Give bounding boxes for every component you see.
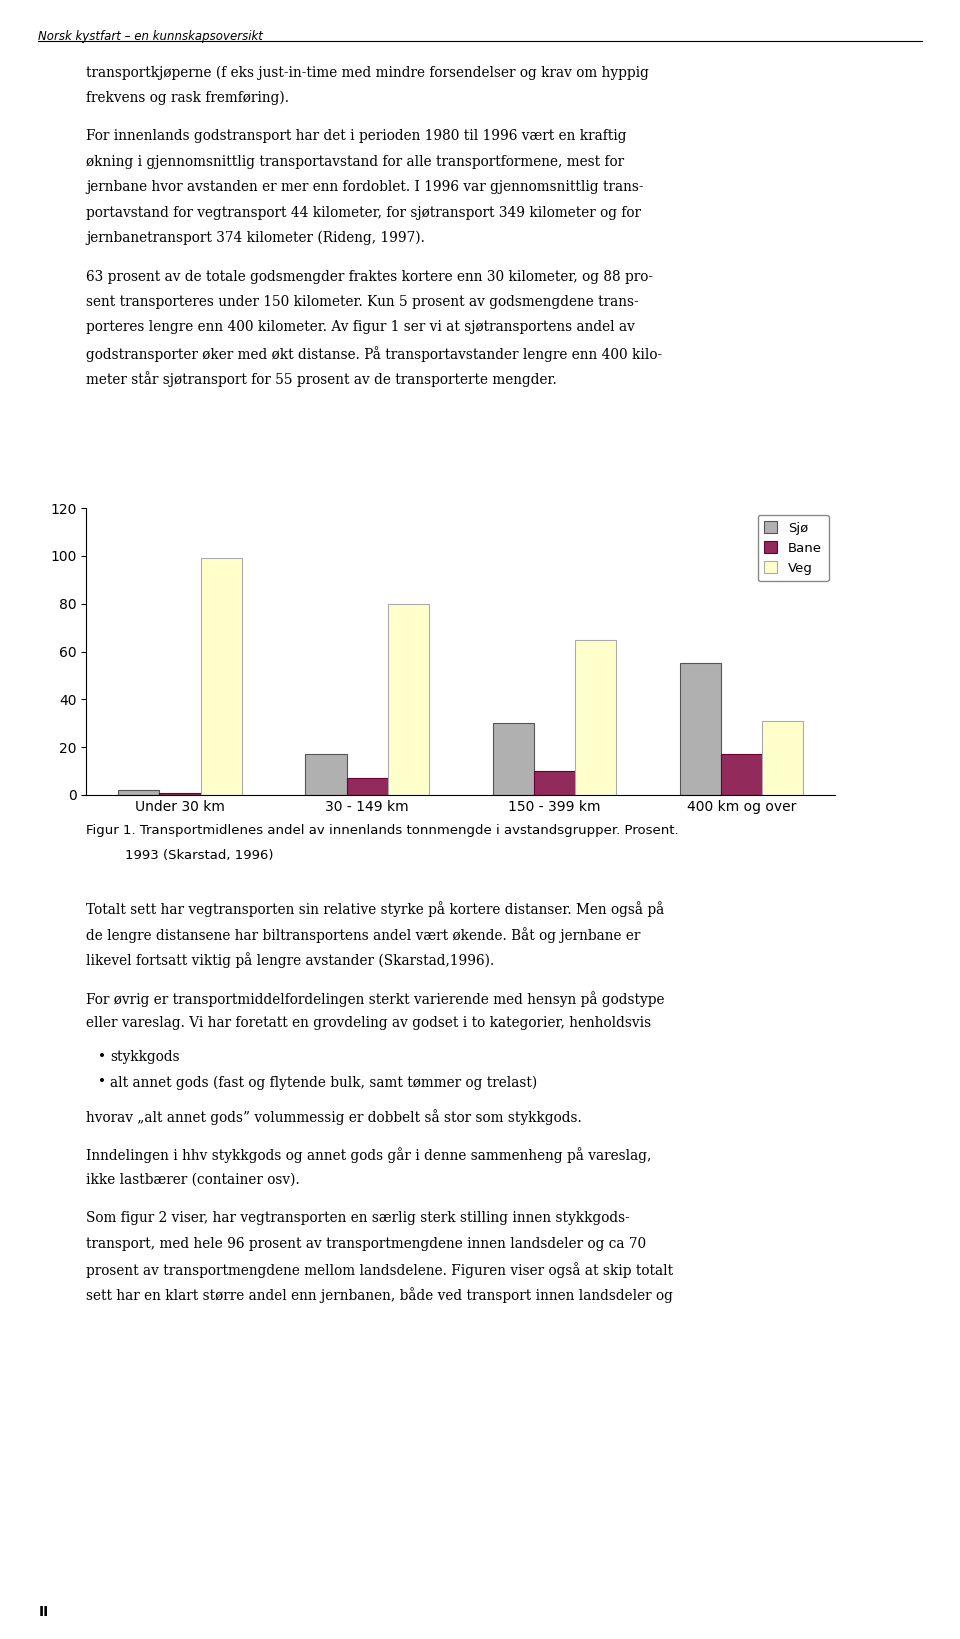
Text: de lengre distansene har biltransportens andel vært økende. Båt og jernbane er: de lengre distansene har biltransportens… <box>86 928 640 942</box>
Bar <box>721 754 762 795</box>
Text: Totalt sett har vegtransporten sin relative styrke på kortere distanser. Men ogs: Totalt sett har vegtransporten sin relat… <box>86 901 664 918</box>
Text: 1993 (Skarstad, 1996): 1993 (Skarstad, 1996) <box>125 849 274 862</box>
Text: ikke lastbærer (container osv).: ikke lastbærer (container osv). <box>86 1174 300 1187</box>
Text: godstransporter øker med økt distanse. På transportavstander lengre enn 400 kilo: godstransporter øker med økt distanse. P… <box>86 346 662 362</box>
Text: porteres lengre enn 400 kilometer. Av figur 1 ser vi at sjøtransportens andel av: porteres lengre enn 400 kilometer. Av fi… <box>86 320 636 334</box>
Legend: Sjø, Bane, Veg: Sjø, Bane, Veg <box>757 515 828 582</box>
Bar <box>388 603 429 795</box>
Bar <box>201 559 242 795</box>
Bar <box>492 723 534 795</box>
Bar <box>347 779 388 795</box>
Text: jernbanetransport 374 kilometer (Rideng, 1997).: jernbanetransport 374 kilometer (Rideng,… <box>86 231 425 246</box>
Text: For øvrig er transportmiddelfordelingen sterkt varierende med hensyn på godstype: For øvrig er transportmiddelfordelingen … <box>86 990 665 1006</box>
Text: transportkjøperne (f eks just-in-time med mindre forsendelser og krav om hyppig: transportkjøperne (f eks just-in-time me… <box>86 66 649 80</box>
Text: sett har en klart større andel enn jernbanen, både ved transport innen landsdele: sett har en klart større andel enn jernb… <box>86 1288 673 1303</box>
Bar <box>534 770 575 795</box>
Text: likevel fortsatt viktig på lengre avstander (Skarstad,1996).: likevel fortsatt viktig på lengre avstan… <box>86 952 494 969</box>
Text: II: II <box>38 1605 49 1619</box>
Text: økning i gjennomsnittlig transportavstand for alle transportformene, mest for: økning i gjennomsnittlig transportavstan… <box>86 154 625 169</box>
Text: •: • <box>98 1075 106 1090</box>
Text: meter står sjøtransport for 55 prosent av de transporterte mengder.: meter står sjøtransport for 55 prosent a… <box>86 370 557 387</box>
Text: transport, med hele 96 prosent av transportmengdene innen landsdeler og ca 70: transport, med hele 96 prosent av transp… <box>86 1237 646 1251</box>
Text: Som figur 2 viser, har vegtransporten en særlig sterk stilling innen stykkgods-: Som figur 2 viser, har vegtransporten en… <box>86 1211 630 1226</box>
Bar <box>575 639 616 795</box>
Text: frekvens og rask fremføring).: frekvens og rask fremføring). <box>86 92 289 105</box>
Text: •: • <box>98 1051 106 1064</box>
Text: portavstand for vegtransport 44 kilometer, for sjøtransport 349 kilometer og for: portavstand for vegtransport 44 kilomete… <box>86 205 641 220</box>
Bar <box>305 754 347 795</box>
Text: 63 prosent av de totale godsmengder fraktes kortere enn 30 kilometer, og 88 pro-: 63 prosent av de totale godsmengder frak… <box>86 269 654 284</box>
Bar <box>159 793 201 795</box>
Bar <box>680 664 721 795</box>
Text: Norsk kystfart – en kunnskapsoversikt: Norsk kystfart – en kunnskapsoversikt <box>38 30 263 43</box>
Text: prosent av transportmengdene mellom landsdelene. Figuren viser også at skip tota: prosent av transportmengdene mellom land… <box>86 1262 674 1278</box>
Bar <box>762 721 804 795</box>
Text: jernbane hvor avstanden er mer enn fordoblet. I 1996 var gjennomsnittlig trans-: jernbane hvor avstanden er mer enn fordo… <box>86 180 644 195</box>
Text: For innenlands godstransport har det i perioden 1980 til 1996 vært en kraftig: For innenlands godstransport har det i p… <box>86 129 627 144</box>
Text: Inndelingen i hhv stykkgods og annet gods går i denne sammenheng på vareslag,: Inndelingen i hhv stykkgods og annet god… <box>86 1147 652 1164</box>
Text: Figur 1. Transportmidlenes andel av innenlands tonnmengde i avstandsgrupper. Pro: Figur 1. Transportmidlenes andel av inne… <box>86 824 679 838</box>
Text: stykkgods: stykkgods <box>110 1051 180 1064</box>
Text: hvorav „alt annet gods” volummessig er dobbelt så stor som stykkgods.: hvorav „alt annet gods” volummessig er d… <box>86 1110 582 1124</box>
Bar <box>118 790 159 795</box>
Text: sent transporteres under 150 kilometer. Kun 5 prosent av godsmengdene trans-: sent transporteres under 150 kilometer. … <box>86 295 639 310</box>
Text: eller vareslag. Vi har foretatt en grovdeling av godset i to kategorier, henhold: eller vareslag. Vi har foretatt en grovd… <box>86 1016 652 1031</box>
Text: alt annet gods (fast og flytende bulk, samt tømmer og trelast): alt annet gods (fast og flytende bulk, s… <box>110 1075 538 1090</box>
